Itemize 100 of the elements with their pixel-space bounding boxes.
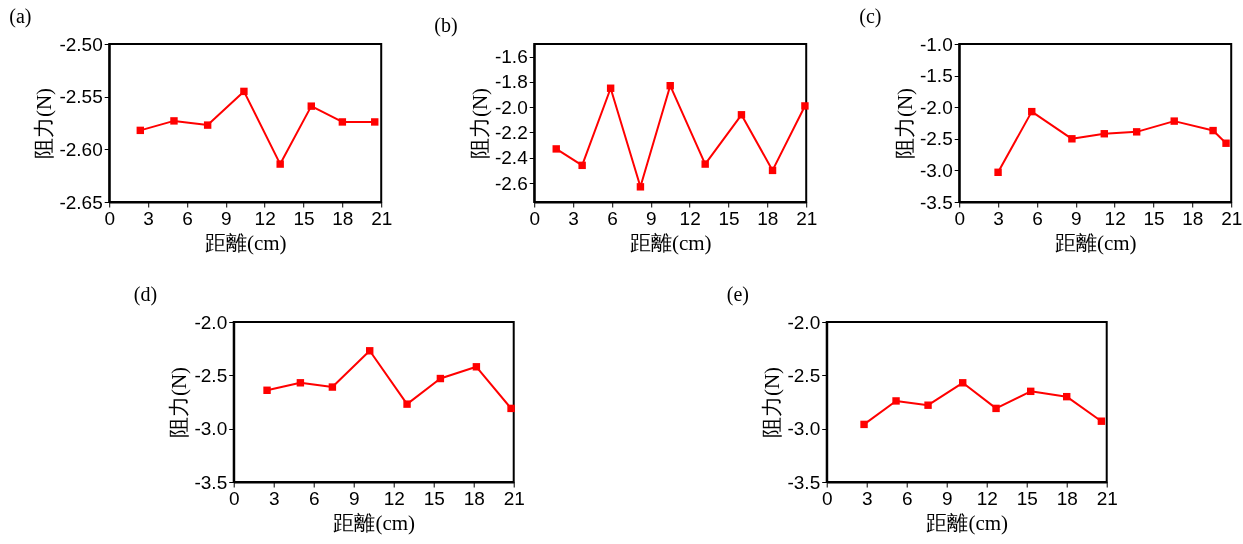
y-axis-title: 阻力(N)	[467, 87, 492, 160]
chart-title: (d)	[133, 283, 158, 306]
x-axis-title: 距離(cm)	[926, 510, 1009, 535]
x-axis-title: 距離(cm)	[204, 230, 287, 255]
y-tick-label: -2.5	[194, 364, 228, 386]
point	[296, 379, 305, 387]
x-tick-label: 9	[941, 487, 953, 509]
point	[328, 383, 337, 391]
chart-title: (c)	[859, 5, 882, 28]
x-tick-label: 15	[293, 207, 315, 229]
y-tick-label: -1.8	[494, 71, 528, 93]
y-tick-label: -2.0	[494, 96, 528, 118]
x-tick-label: 6	[182, 207, 193, 229]
y-tick-label: -1.5	[919, 65, 953, 87]
y-tick-label: -1.6	[494, 46, 528, 68]
x-axis-title: 距離(cm)	[1054, 230, 1137, 255]
point	[892, 397, 900, 405]
x-tick-label: 3	[568, 207, 579, 229]
x-tick-label: 3	[861, 487, 873, 509]
point	[636, 183, 645, 191]
x-tick-label: 18	[332, 207, 354, 229]
x-tick-label: 15	[423, 487, 445, 509]
chart-title: (e)	[726, 283, 749, 306]
x-tick-label: 0	[821, 487, 833, 509]
y-tick-label: -2.0	[919, 96, 953, 118]
x-tick-label: 12	[679, 207, 701, 229]
y-tick-label: -1.0	[919, 33, 953, 55]
y-tick-label: -3.0	[787, 418, 821, 440]
point	[263, 386, 271, 394]
x-tick-label: 0	[529, 207, 541, 229]
point	[701, 160, 709, 168]
point	[1097, 417, 1106, 425]
point	[338, 118, 347, 126]
y-tick-label: -3.0	[194, 418, 228, 440]
y-axis-title: 阻力(N)	[167, 366, 192, 439]
point	[366, 347, 374, 355]
y-tick-label: -2.5	[787, 364, 821, 386]
x-tick-label: 0	[228, 487, 240, 509]
x-axis-title: 距離(cm)	[629, 230, 712, 255]
x-tick-label: 0	[104, 207, 116, 229]
point	[801, 102, 809, 110]
point	[578, 161, 586, 170]
x-tick-label: 21	[1221, 207, 1243, 229]
y-tick-label: -2.60	[59, 138, 103, 160]
point	[994, 168, 1002, 176]
y-tick-label: -3.0	[919, 159, 953, 181]
x-tick-label: 3	[143, 207, 154, 229]
point	[240, 87, 248, 96]
point	[1170, 117, 1178, 125]
y-tick-label: -2.4	[494, 147, 529, 169]
point	[371, 118, 379, 126]
x-tick-label: 0	[954, 207, 966, 229]
x-tick-label: 12	[1104, 207, 1126, 229]
y-tick-label: -3.5	[194, 471, 228, 493]
x-tick-label: 9	[646, 207, 657, 229]
x-tick-label: 9	[348, 487, 360, 509]
point	[507, 404, 515, 413]
point	[472, 363, 481, 371]
chart-title: (a)	[9, 5, 32, 28]
x-tick-label: 3	[993, 207, 1004, 229]
chart-title: (b)	[434, 14, 458, 37]
point	[1068, 135, 1076, 143]
y-tick-label: -2.5	[919, 128, 953, 150]
point	[1132, 128, 1141, 136]
y-axis-title: 阻力(N)	[892, 87, 917, 160]
x-tick-label: 12	[976, 487, 998, 509]
point	[1222, 139, 1230, 147]
x-tick-label: 21	[503, 487, 525, 509]
x-tick-label: 6	[901, 487, 913, 509]
point	[992, 404, 1000, 413]
x-tick-label: 9	[221, 207, 232, 229]
x-tick-label: 18	[757, 207, 779, 229]
y-tick-label: -2.0	[194, 311, 228, 333]
x-tick-label: 6	[308, 487, 320, 509]
y-tick-label: -2.2	[494, 121, 528, 143]
x-tick-label: 6	[607, 207, 618, 229]
point	[860, 420, 868, 429]
y-tick-label: -2.0	[787, 311, 821, 333]
point	[170, 117, 178, 125]
point	[307, 102, 315, 110]
point	[924, 401, 932, 409]
x-tick-label: 3	[268, 487, 280, 509]
x-tick-label: 15	[718, 207, 740, 229]
x-tick-label: 21	[796, 207, 818, 229]
point	[403, 400, 411, 408]
y-axis-title: 阻力(N)	[32, 87, 57, 160]
y-tick-label: -2.6	[494, 172, 528, 194]
x-tick-label: 18	[463, 487, 485, 509]
point	[276, 160, 284, 168]
x-axis-title: 距離(cm)	[333, 510, 416, 535]
point	[959, 379, 967, 387]
x-tick-label: 12	[383, 487, 405, 509]
x-tick-label: 15	[1016, 487, 1038, 509]
x-tick-label: 21	[371, 207, 393, 229]
x-tick-label: 18	[1056, 487, 1078, 509]
y-tick-label: -2.50	[59, 33, 103, 55]
x-tick-label: 9	[1071, 207, 1082, 229]
x-tick-label: 21	[1096, 487, 1118, 509]
point	[1209, 126, 1217, 135]
x-tick-label: 12	[254, 207, 276, 229]
